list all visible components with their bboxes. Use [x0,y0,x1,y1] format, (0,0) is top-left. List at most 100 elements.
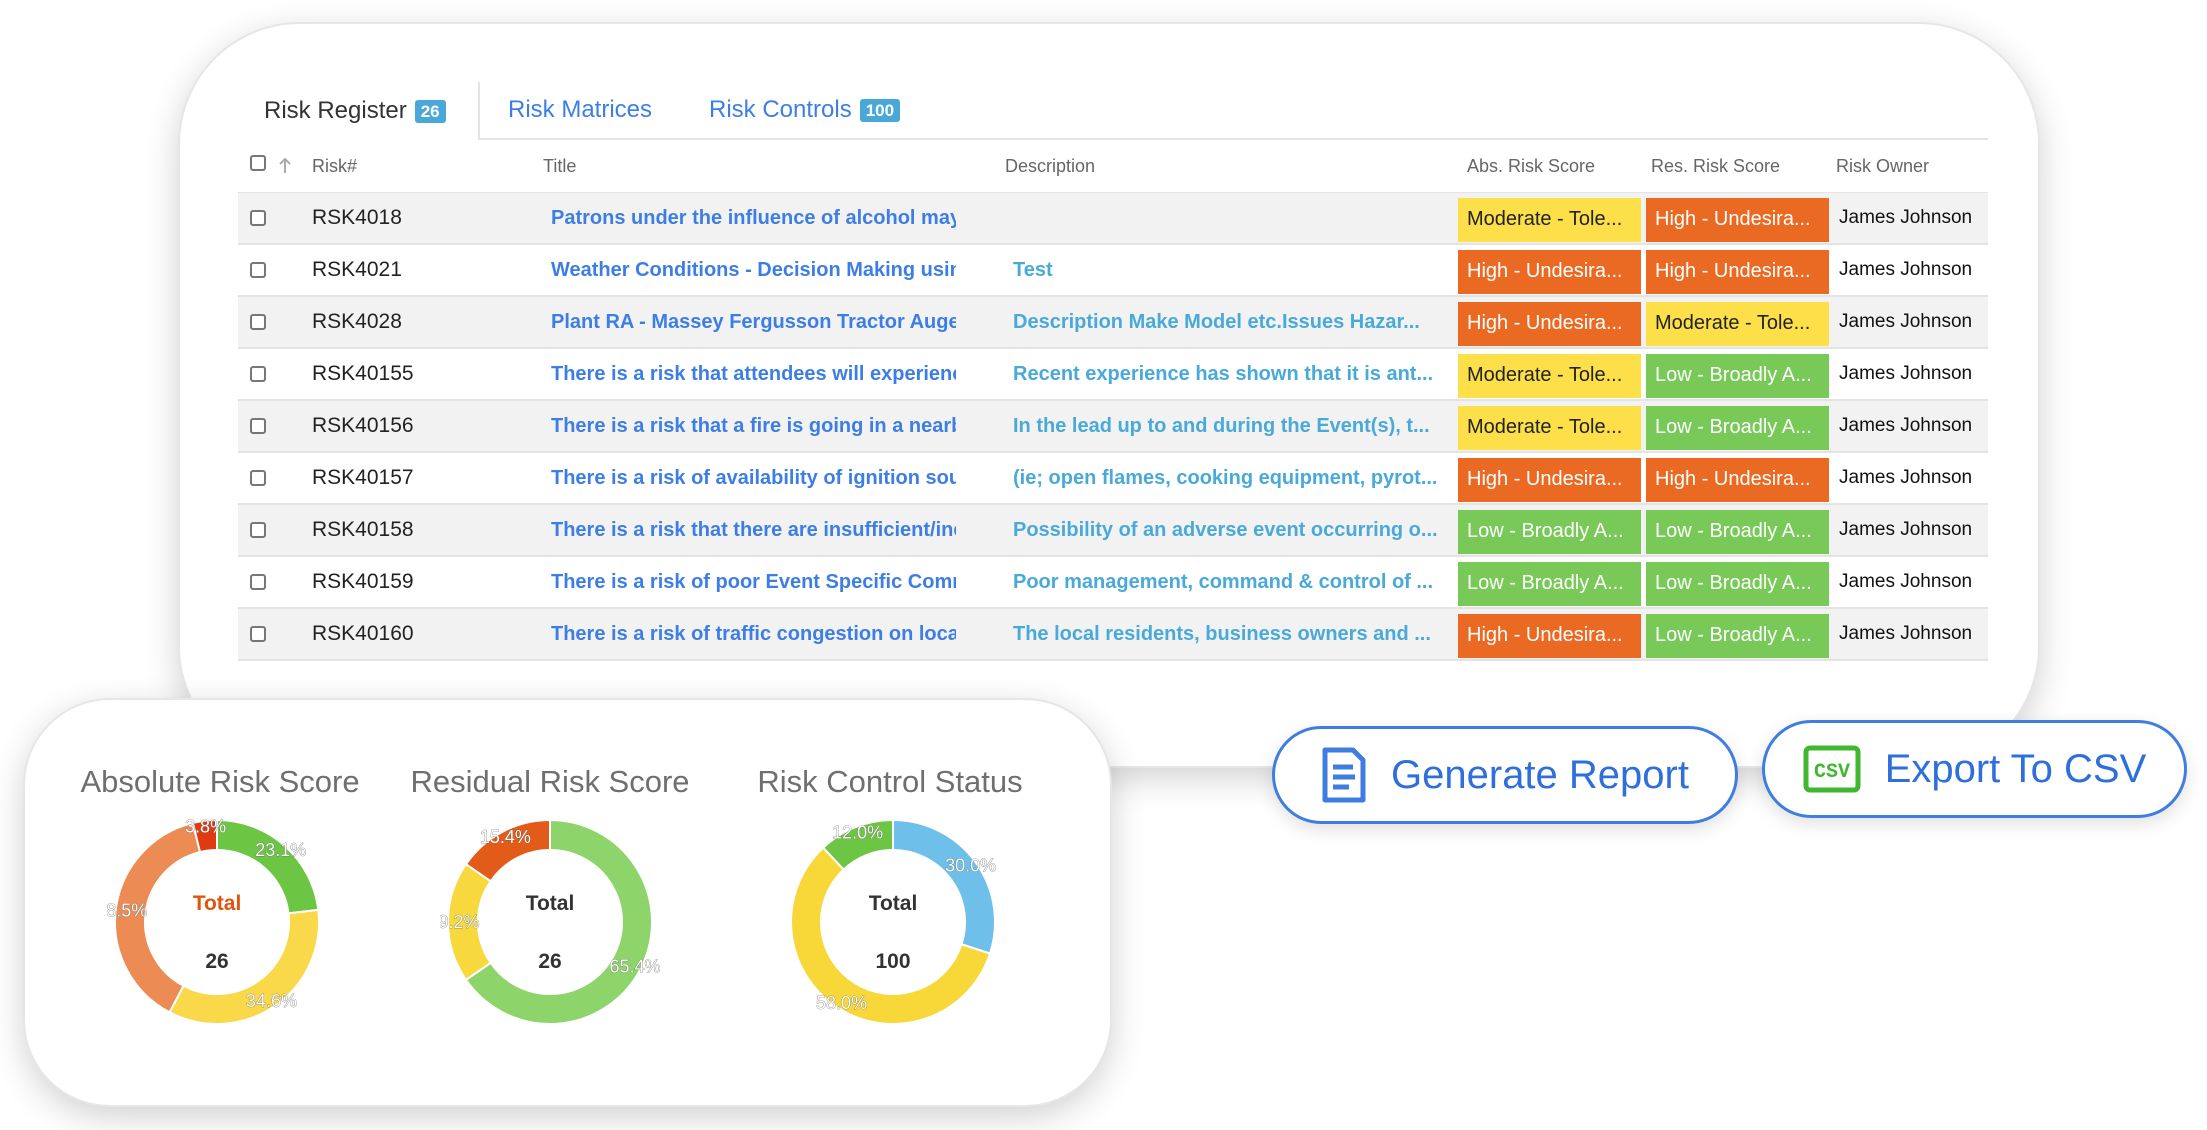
row-checkbox[interactable] [250,626,266,642]
table-row[interactable]: RSK4018 Patrons under the influence of a… [238,193,1988,245]
slice-percent-label: 30.0% [945,856,996,876]
slice-percent-label: 15.4% [480,827,531,847]
slice-percent-label: 34.6% [246,991,297,1011]
risk-id: RSK40158 [312,518,414,541]
row-checkbox[interactable] [250,522,266,538]
risk-owner: James Johnson [1839,467,1973,488]
table-row[interactable]: RSK40157 There is a risk of availability… [238,453,1988,505]
table-header: Risk# Title Description Abs. Risk Score … [238,140,1988,194]
risk-id: RSK4018 [312,206,402,229]
donut-center-label: Total [193,892,242,915]
abs-score-cell: Moderate - Tole... [1458,401,1641,451]
risk-description-link[interactable]: Poor management, command & control of ..… [1013,570,1434,593]
res-score-cell: Low - Broadly A... [1646,609,1829,659]
donut-slice [464,818,551,883]
res-score-cell: Low - Broadly A... [1646,505,1829,555]
row-checkbox[interactable] [250,418,266,434]
risk-title-link[interactable]: Patrons under the influence of alcohol m… [551,206,956,229]
table-row[interactable]: RSK4028 Plant RA - Massey Fergusson Trac… [238,297,1988,349]
res-score-badge: Low - Broadly A... [1646,561,1829,606]
abs-score-badge: High - Undesira... [1458,613,1641,658]
risk-title-link[interactable]: Plant RA - Massey Fergusson Tractor Auge… [551,310,956,333]
risk-title-link[interactable]: There is a risk that attendees will expe… [551,362,956,385]
row-checkbox[interactable] [250,314,266,330]
risk-id: RSK40155 [312,362,414,385]
tab-risk-register[interactable]: Risk Register 26 [238,82,480,140]
column-title[interactable]: Title [543,155,577,176]
row-checkbox[interactable] [250,470,266,486]
abs-score-cell: Moderate - Tole... [1458,193,1641,243]
column-description[interactable]: Description [1005,155,1096,176]
risk-description-link[interactable]: Recent experience has shown that it is a… [1013,362,1434,385]
res-score-cell: Moderate - Tole... [1646,297,1829,347]
risk-owner: James Johnson [1839,259,1973,280]
risk-title-link[interactable]: There is a risk of traffic congestion on… [551,622,956,645]
res-score-cell: Low - Broadly A... [1646,557,1829,607]
table-row[interactable]: RSK40160 There is a risk of traffic cong… [238,609,1988,661]
slice-percent-label: 3.8% [185,817,226,837]
residual-risk-score-title: Residual Risk Score [410,764,690,799]
table-row[interactable]: RSK40155 There is a risk that attendees … [238,349,1988,401]
select-all-checkbox[interactable] [250,155,266,171]
row-checkbox[interactable] [250,574,266,590]
csv-file-icon: CSV [1803,745,1861,793]
table-row[interactable]: RSK40158 There is a risk that there are … [238,505,1988,557]
res-score-cell: High - Undesira... [1646,193,1829,243]
risk-title-link[interactable]: There is a risk that a fire is going in … [551,414,956,437]
res-score-cell: Low - Broadly A... [1646,349,1829,399]
donut-slice [821,818,894,871]
slice-percent-label: 65.4% [609,957,660,977]
res-score-cell: High - Undesira... [1646,453,1829,503]
column-abs-risk-score[interactable]: Abs. Risk Score [1467,155,1596,176]
risk-description-link[interactable]: (ie; open flames, cooking equipment, pyr… [1013,466,1438,489]
row-checkbox[interactable] [250,366,266,382]
table-row[interactable]: RSK4021 Weather Conditions - Decision Ma… [238,245,1988,297]
risk-description-link[interactable]: In the lead up to and during the Event(s… [1013,414,1430,437]
tab-risk-controls[interactable]: Risk Controls 100 [709,82,901,138]
column-risk-owner[interactable]: Risk Owner [1836,155,1930,176]
risk-id: RSK40156 [312,414,414,437]
risk-description-link[interactable]: Description Make Model etc.Issues Hazar.… [1013,310,1420,333]
tab-bar: Risk Register 26 Risk Matrices Risk Cont… [238,82,1988,140]
sort-arrow-icon[interactable] [278,140,292,192]
row-checkbox[interactable] [250,262,266,278]
risk-description-link[interactable]: Possibility of an adverse event occurrin… [1013,518,1438,541]
risk-description-link[interactable] [1013,193,1453,243]
abs-score-badge: High - Undesira... [1458,301,1641,346]
risk-title-link[interactable]: There is a risk of availability of ignit… [551,466,956,489]
abs-score-badge: Moderate - Tole... [1458,197,1641,242]
abs-score-badge: Moderate - Tole... [1458,353,1641,398]
risk-id: RSK4021 [312,258,402,281]
export-csv-button[interactable]: CSV Export To CSV [1762,720,2187,818]
generate-report-label: Generate Report [1391,752,1689,797]
table-row[interactable]: RSK40156 There is a risk that a fire is … [238,401,1988,453]
slice-percent-label: 19.2% [440,912,480,932]
absolute-risk-score-donut: 23.1% 34.6% 38.5% 3.8% Total 26 [107,816,320,1025]
donut-center-label: Total [526,892,575,915]
donut-center-value: 26 [205,950,228,973]
slice-percent-label: 38.5% [107,900,147,920]
risk-id: RSK40157 [312,466,414,489]
res-score-badge: Low - Broadly A... [1646,353,1829,398]
risk-description-link[interactable]: The local residents, business owners and… [1013,622,1431,645]
absolute-risk-score-title: Absolute Risk Score [80,764,360,799]
generate-report-button[interactable]: Generate Report [1272,726,1738,824]
risk-title-link[interactable]: There is a risk that there are insuffici… [551,518,956,541]
residual-risk-score-donut: 65.4% 19.2% 15.4% Total 26 [440,818,660,1025]
res-score-cell: Low - Broadly A... [1646,401,1829,451]
abs-score-badge: Moderate - Tole... [1458,405,1641,450]
risk-owner: James Johnson [1839,519,1973,540]
table-row[interactable]: RSK40159 There is a risk of poor Event S… [238,557,1988,609]
abs-score-cell: High - Undesira... [1458,453,1641,503]
donut-slice [114,821,202,1014]
risk-description-link[interactable]: Test [1013,258,1053,281]
res-score-badge: High - Undesira... [1646,457,1829,502]
column-res-risk-score[interactable]: Res. Risk Score [1651,155,1781,176]
risk-title-link[interactable]: There is a risk of poor Event Specific C… [551,570,956,593]
res-score-badge: Low - Broadly A... [1646,509,1829,554]
tab-risk-matrices[interactable]: Risk Matrices [508,82,652,138]
row-checkbox[interactable] [250,210,266,226]
risk-title-link[interactable]: Weather Conditions - Decision Making usi… [551,258,956,281]
column-risk-number[interactable]: Risk# [312,155,358,176]
donut-center-value: 26 [538,950,561,973]
